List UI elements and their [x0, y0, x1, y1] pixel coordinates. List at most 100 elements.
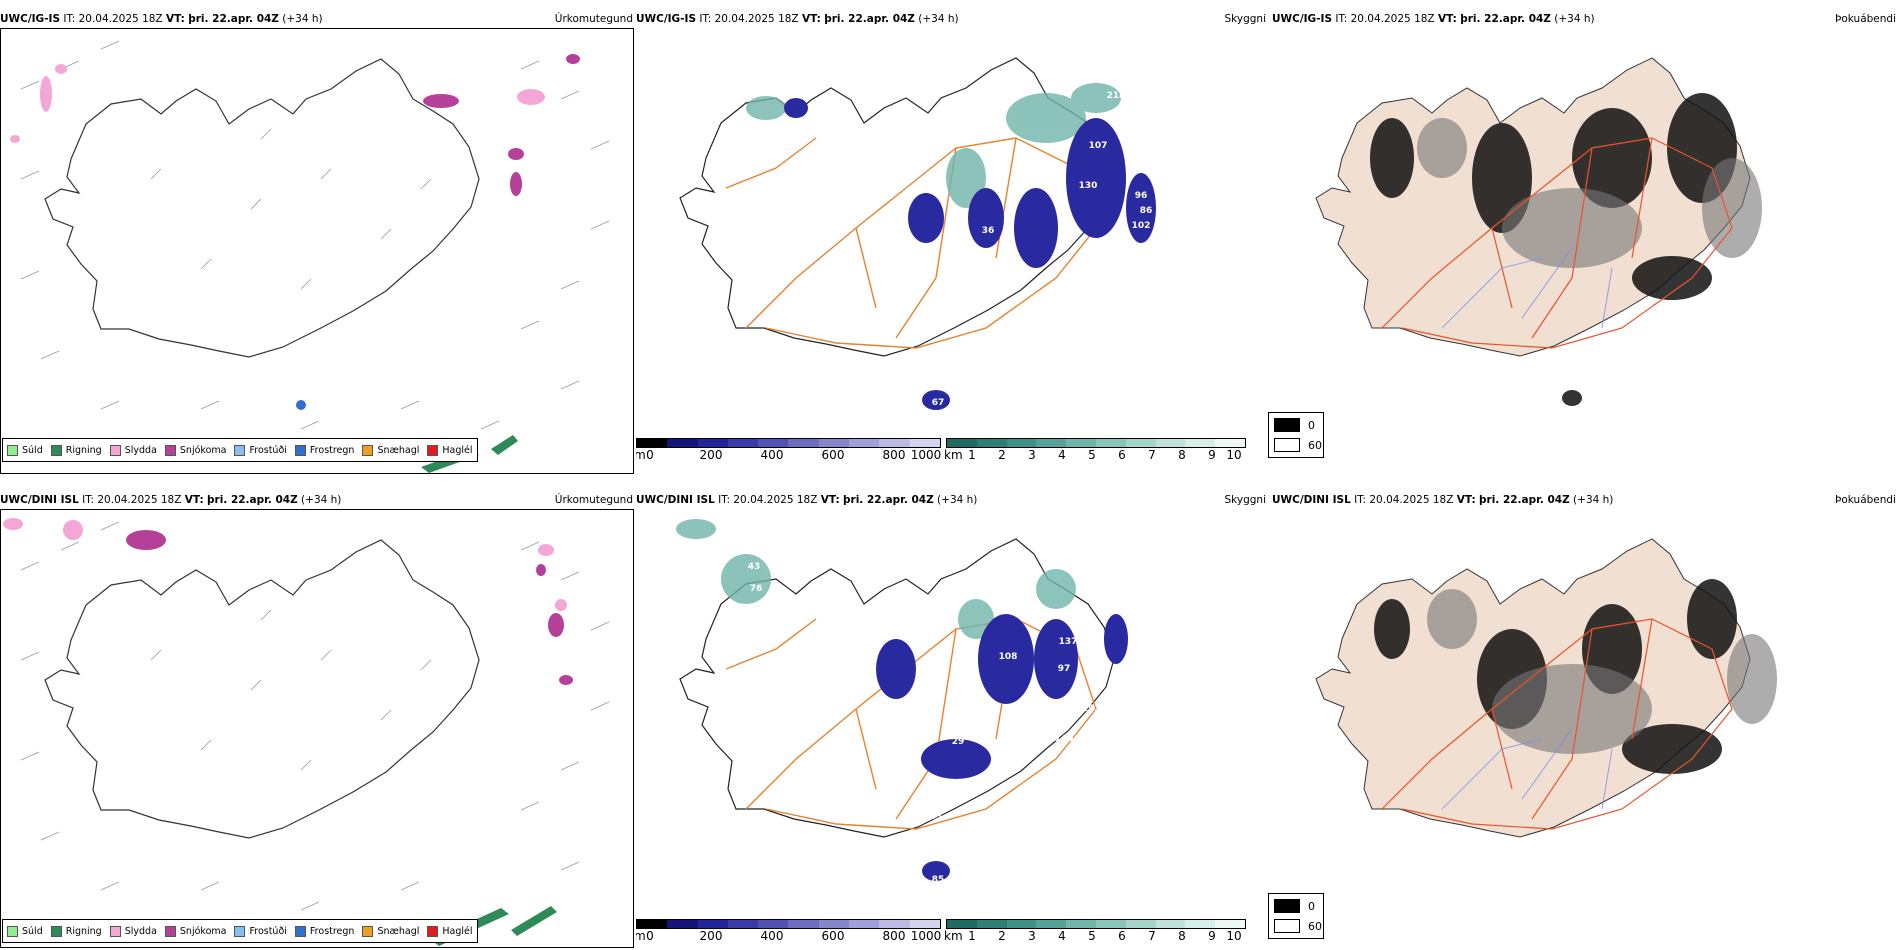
cbar-cell — [1125, 920, 1156, 928]
cloud-height-label: 83 — [1068, 269, 1081, 279]
legend-item: Snjókoma — [164, 925, 226, 937]
legend-swatch — [427, 925, 439, 937]
cbar-cell — [879, 439, 910, 447]
cbar-cell — [818, 920, 850, 928]
precip-legend: Súld Rigning Slydda Snjókoma Frostúði Fr… — [2, 919, 478, 943]
precip-panel-row2: UWC/DINI ISL IT: 20.04.2025 18Z VT: þri.… — [0, 493, 635, 948]
low-cloud-areas — [784, 98, 1156, 410]
cbar-cell — [1066, 920, 1096, 928]
precip-legend: Súld Rigning Slydda Snjókoma Frostúði Fr… — [2, 438, 478, 462]
cbar-tick: 400 — [760, 448, 784, 462]
cbar-tick: 9 — [1208, 929, 1216, 943]
cloud-height-label: 76 — [750, 584, 763, 594]
legend-item: Haglél — [427, 444, 473, 456]
cloud-height-label: 43 — [748, 562, 761, 572]
legend-swatch — [164, 925, 176, 937]
cbar-cell — [1215, 920, 1245, 928]
fog-panel-row2: UWC/DINI ISL IT: 20.04.2025 18Z VT: þri.… — [1272, 493, 1900, 948]
panel-header: UWC/DINI ISL IT: 20.04.2025 18Z VT: þri.… — [636, 494, 978, 506]
cbar-tick: 3 — [1028, 929, 1036, 943]
visibility-colorbar: km 1 2 3 4 5 6 7 8 9 10 — [944, 919, 1246, 943]
cloud-panel-row1: UWC/IG-IS IT: 20.04.2025 18Z VT: þri. 22… — [636, 12, 1270, 477]
cloud-height-label: 86 — [1140, 206, 1153, 216]
cloud-height-label: 151 — [1082, 704, 1101, 714]
panel-title: Úrkomutegund — [554, 13, 633, 25]
legend-swatch — [294, 444, 306, 456]
cloud-height-label: 148 — [1045, 702, 1064, 712]
legend-item: Snæhagl — [362, 925, 419, 937]
cbar-tick: 5 — [1088, 929, 1096, 943]
cbar-cell — [1036, 920, 1067, 928]
legend-item: Frostúði — [234, 444, 287, 456]
legend-item: Haglél — [427, 925, 473, 937]
panel-title: Þokuábendi — [1835, 494, 1896, 506]
legend-item: Súld — [7, 444, 43, 456]
legend-item: Súld — [7, 925, 43, 937]
legend-item: Slydda — [109, 925, 157, 937]
panel-title: Skyggni — [1224, 13, 1267, 25]
legend-swatch — [109, 444, 121, 456]
legend-item: Snjókoma — [164, 444, 226, 456]
cloud-map: 107 130 36 26 83 119 96 86 102 218 57 67 — [636, 28, 1270, 448]
cbar-cells — [946, 919, 1246, 929]
cbar-unit: km — [944, 929, 963, 943]
cbar-tick: 10 — [1226, 929, 1242, 943]
sleet-areas — [10, 64, 545, 143]
fog-legend-row2: 0 60 — [1268, 893, 1324, 939]
cbar-tick: 1 — [968, 448, 976, 462]
panel-header: UWC/DINI ISL IT: 20.04.2025 18Z VT: þri.… — [0, 494, 342, 506]
cbar-cell — [1036, 439, 1067, 447]
cloud-height-label: 96 — [1135, 191, 1148, 201]
legend-item: Snæhagl — [362, 444, 419, 456]
sleet-areas — [3, 518, 567, 611]
low-visibility-areas — [746, 83, 1121, 208]
cbar-cell — [947, 920, 977, 928]
cloud-height-label: 130 — [1079, 181, 1098, 191]
cbar-cell — [637, 920, 668, 928]
cbar-cell — [1185, 439, 1216, 447]
cbar-tick: 6 — [1118, 448, 1126, 462]
legend-swatch — [234, 444, 246, 456]
cbar-tick: 6 — [1118, 929, 1126, 943]
legend-item: Rigning — [50, 444, 102, 456]
cbar-cell — [758, 920, 789, 928]
cbar-cell — [849, 439, 880, 447]
fog-legend-row: 0 — [1274, 899, 1315, 913]
legend-swatch — [234, 925, 246, 937]
cbar-cell — [1155, 920, 1186, 928]
cbar-cell — [1066, 439, 1096, 447]
cloud-height-label: 117 — [1072, 742, 1091, 752]
cbar-labels: 0 200 400 600 800 1000 — [636, 448, 941, 462]
legend-swatch — [427, 444, 439, 456]
cbar-unit: km — [944, 448, 963, 462]
legend-item: Slydda — [109, 444, 157, 456]
cloud-height-label: 137 — [1059, 637, 1078, 647]
cbar-tick: 8 — [1178, 448, 1186, 462]
cbar-tick: 5 — [1088, 448, 1096, 462]
cbar-cell — [976, 920, 1007, 928]
cbar-cell — [727, 920, 759, 928]
cbar-tick: 600 — [821, 929, 845, 943]
cloud-panel-row2: UWC/DINI ISL IT: 20.04.2025 18Z VT: þri.… — [636, 493, 1270, 948]
legend-swatch — [109, 925, 121, 937]
cloud-height-label: 32 — [1130, 642, 1143, 652]
cbar-tick: 7 — [1148, 929, 1156, 943]
cbar-tick: 1000 — [910, 929, 942, 943]
cbar-tick: 800 — [882, 448, 906, 462]
cbar-tick: 1 — [968, 929, 976, 943]
cloud-height-label: 102 — [1132, 221, 1151, 231]
legend-swatch — [362, 925, 374, 937]
panel-title: Skyggni — [1224, 494, 1267, 506]
legend-item: Frostúði — [234, 925, 287, 937]
cbar-tick: 2 — [998, 929, 1006, 943]
legend-swatch — [7, 925, 18, 937]
cbar-cell — [727, 439, 759, 447]
fog-panel-row1: UWC/IG-IS IT: 20.04.2025 18Z VT: þri. 22… — [1272, 12, 1900, 477]
fog-legend-swatch — [1274, 919, 1300, 933]
cbar-labels: 1 2 3 4 5 6 7 8 9 10 — [946, 448, 1246, 462]
cloud-height-label: 83 — [930, 812, 943, 822]
cloud-height-label: 57 — [1130, 131, 1143, 141]
fog-dark-areas — [1370, 93, 1737, 406]
fog-map — [1272, 28, 1900, 448]
